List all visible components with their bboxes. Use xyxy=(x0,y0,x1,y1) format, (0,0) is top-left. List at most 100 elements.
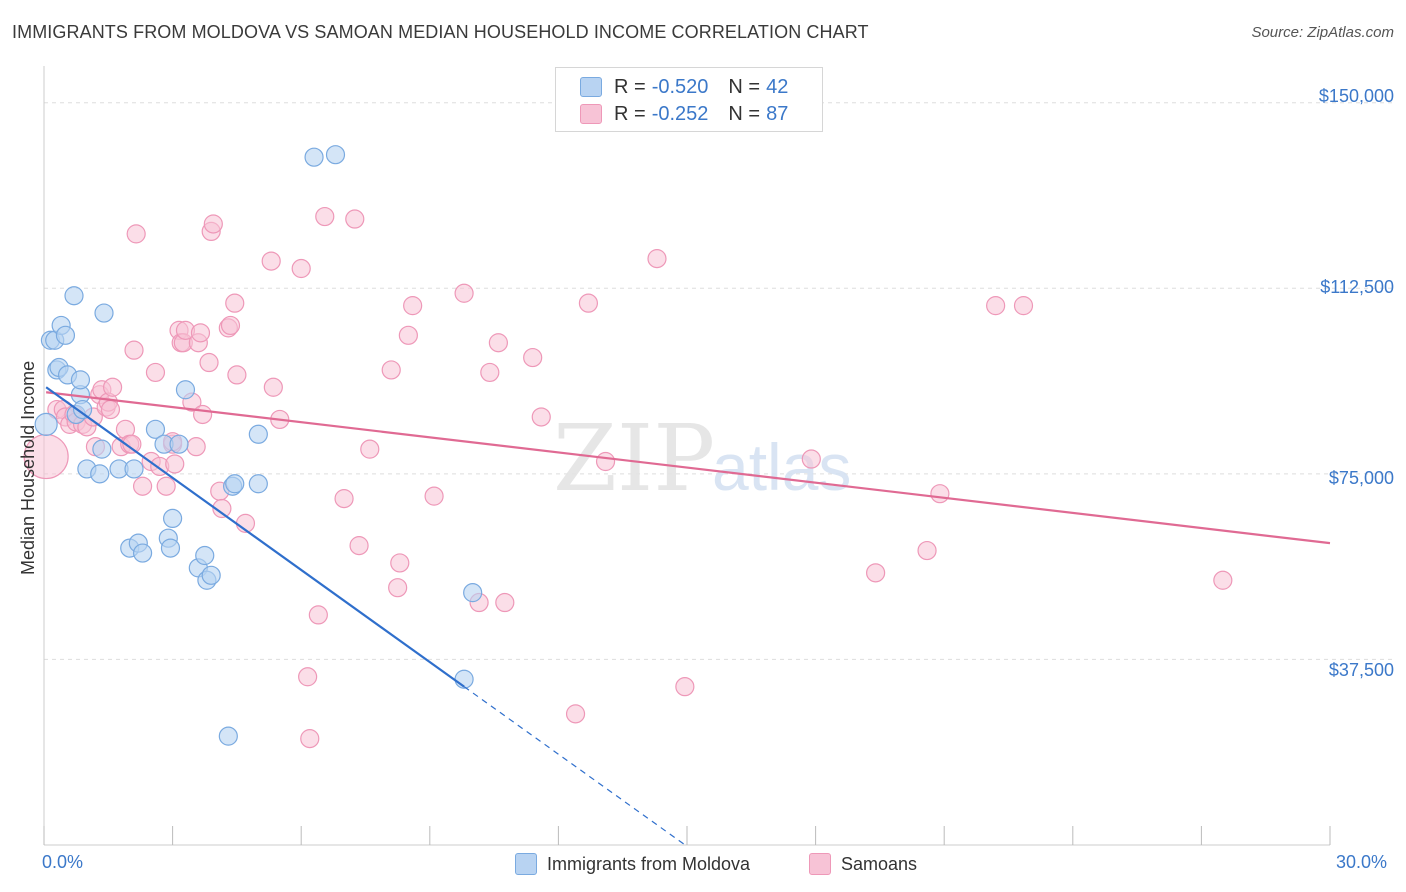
moldova-point xyxy=(248,424,268,444)
samoans-point xyxy=(349,536,369,556)
moldova-point xyxy=(94,303,114,323)
moldova-trend-extension xyxy=(463,686,688,847)
samoans-point xyxy=(145,362,166,383)
samoans-point xyxy=(930,484,950,504)
samoans-point xyxy=(403,296,423,316)
samoans-point xyxy=(866,563,886,583)
samoans-point xyxy=(523,347,543,368)
samoans-point xyxy=(565,704,586,724)
moldova-point xyxy=(225,474,245,494)
samoans-point xyxy=(495,592,515,613)
samoans-point xyxy=(334,489,354,509)
legend-r-value: -0.252 xyxy=(651,102,709,125)
samoans-point xyxy=(381,360,401,380)
samoans-point xyxy=(801,449,821,469)
moldova-point xyxy=(169,434,189,454)
samoans-point xyxy=(1013,296,1034,316)
moldova-point xyxy=(175,380,196,400)
moldova-point xyxy=(145,419,166,439)
moldova-points xyxy=(34,145,483,746)
moldova-point xyxy=(195,545,215,566)
samoans-point xyxy=(315,206,335,227)
samoans-point xyxy=(186,437,206,457)
samoans-point xyxy=(578,293,599,313)
moldova-point xyxy=(55,325,76,345)
samoans-point xyxy=(225,293,245,313)
legend-label: Samoans xyxy=(841,853,918,874)
samoans-point xyxy=(100,399,121,420)
samoans-point xyxy=(227,365,247,385)
samoans-point xyxy=(675,677,695,697)
source-label: Source: ZipAtlas.com xyxy=(1251,24,1394,41)
moldova-point xyxy=(72,399,93,420)
legend-row-samoans: R = -0.252 N = 87 xyxy=(580,103,808,125)
legend-swatch-pink xyxy=(580,104,602,124)
samoans-point xyxy=(263,377,283,397)
legend-n-label: N = xyxy=(728,102,761,125)
samoans-point xyxy=(193,404,213,425)
moldova-point xyxy=(463,583,483,603)
x-tick-label: 0.0% xyxy=(42,852,84,872)
chart-title: IMMIGRANTS FROM MOLDOVA VS SAMOAN MEDIAN… xyxy=(12,22,869,42)
samoans-point xyxy=(488,333,508,353)
y-tick-label: $150,000 xyxy=(1318,86,1394,106)
samoans-point xyxy=(917,540,937,561)
samoans-point xyxy=(298,667,318,687)
moldova-point xyxy=(70,370,91,390)
stats-legend: R = -0.520 N = 42 R = -0.252 N = 87 xyxy=(555,67,823,132)
legend-row-moldova: R = -0.520 N = 42 xyxy=(580,76,808,98)
moldova-point xyxy=(34,412,58,436)
moldova-point xyxy=(124,459,144,479)
samoans-point xyxy=(132,476,153,496)
moldova-point xyxy=(132,543,153,563)
samoans-point xyxy=(220,315,241,336)
legend-n-value: 87 xyxy=(766,102,789,125)
samoans-point xyxy=(261,251,281,271)
samoans-point xyxy=(398,325,418,345)
samoans-point xyxy=(986,296,1006,316)
trend-lines xyxy=(45,386,1331,847)
samoans-point xyxy=(454,283,474,303)
watermark-zip: ZIP xyxy=(553,405,715,512)
moldova-trend-line xyxy=(45,386,465,688)
legend-r-value: -0.520 xyxy=(651,75,709,98)
x-tick-label: 30.0% xyxy=(1336,852,1388,872)
samoans-point xyxy=(424,486,444,506)
y-tick-label: $112,500 xyxy=(1320,277,1394,297)
moldova-point xyxy=(64,286,84,306)
legend-swatch-pink xyxy=(809,853,831,875)
samoans-point xyxy=(345,209,365,229)
samoans-point xyxy=(1213,570,1233,590)
samoans-point xyxy=(212,498,232,519)
moldova-point xyxy=(90,464,110,484)
moldova-point xyxy=(248,474,268,494)
y-tick-label: $37,500 xyxy=(1328,660,1394,680)
samoans-points xyxy=(23,206,1233,749)
moldova-point xyxy=(304,147,324,167)
y-tick-label: $75,000 xyxy=(1328,468,1394,488)
samoans-point xyxy=(291,258,311,279)
samoans-point xyxy=(308,605,328,625)
samoans-point xyxy=(647,249,667,269)
moldova-point xyxy=(325,145,346,165)
samoans-point xyxy=(595,451,616,472)
legend-swatch-blue xyxy=(580,77,602,97)
samoans-point xyxy=(126,224,146,244)
grid-lines xyxy=(44,102,1395,660)
moldova-point xyxy=(160,538,181,558)
samoans-trend-line xyxy=(46,391,1331,545)
bottom-legend-samoans[interactable]: Samoans xyxy=(809,853,917,875)
samoans-point xyxy=(203,214,223,234)
legend-r-label: R = xyxy=(614,75,646,98)
samoans-point xyxy=(300,729,320,749)
samoans-point xyxy=(199,352,219,373)
samoans-point xyxy=(102,377,123,397)
samoans-point xyxy=(122,434,142,454)
moldova-point xyxy=(163,508,183,529)
bottom-legend-moldova[interactable]: Immigrants from Moldova xyxy=(515,853,750,875)
samoans-point xyxy=(124,340,144,360)
legend-label: Immigrants from Moldova xyxy=(547,853,751,874)
moldova-point xyxy=(218,726,238,746)
samoans-point xyxy=(390,553,410,573)
